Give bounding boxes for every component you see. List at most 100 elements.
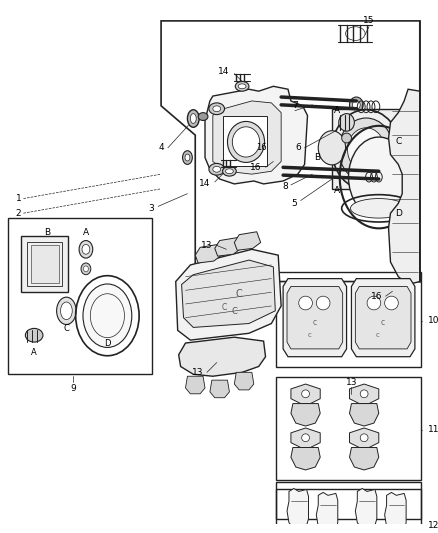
Text: A: A [31,348,37,357]
Circle shape [385,296,398,310]
Text: B: B [314,153,320,162]
Ellipse shape [332,110,400,190]
Ellipse shape [185,154,190,161]
Polygon shape [213,101,281,174]
Ellipse shape [376,172,381,179]
Bar [332,109,400,189]
Ellipse shape [339,118,393,181]
Text: c: c [381,318,385,327]
Text: 12: 12 [427,521,438,530]
Ellipse shape [373,168,385,182]
Bar [31,245,59,282]
Circle shape [299,296,312,310]
Ellipse shape [82,245,90,254]
Text: A: A [334,106,340,115]
Ellipse shape [187,110,199,127]
Bar [276,272,421,367]
Bar [8,218,152,374]
Text: C: C [64,324,69,333]
Circle shape [367,296,381,310]
Text: C: C [395,138,402,147]
Polygon shape [291,428,320,448]
Text: 11: 11 [427,425,438,434]
Bar [276,482,421,533]
Text: c: c [307,332,311,338]
Polygon shape [350,448,379,470]
Text: 15: 15 [363,17,375,26]
Ellipse shape [238,84,246,88]
Text: 1: 1 [16,194,21,203]
Text: 14: 14 [218,67,230,76]
Ellipse shape [213,106,221,112]
Bar [21,236,68,292]
Polygon shape [287,286,343,349]
Ellipse shape [25,328,43,342]
Text: 13: 13 [346,377,357,386]
Text: 5: 5 [291,199,297,208]
Polygon shape [234,373,254,390]
Polygon shape [316,492,338,532]
Ellipse shape [350,97,363,112]
Ellipse shape [349,137,409,217]
Text: 10: 10 [427,316,438,325]
Polygon shape [287,489,308,529]
Text: 3: 3 [148,204,154,213]
Text: 8: 8 [282,182,288,191]
Circle shape [302,390,310,398]
Polygon shape [291,384,320,403]
Polygon shape [182,260,276,327]
Polygon shape [195,245,222,263]
Text: A: A [83,228,89,237]
Text: C: C [236,289,243,299]
Ellipse shape [350,199,407,218]
Ellipse shape [57,297,76,325]
Text: 7: 7 [292,101,298,110]
Text: C: C [222,303,227,312]
Bar [27,241,63,286]
Polygon shape [234,232,261,251]
Text: A: A [334,186,340,195]
Ellipse shape [353,100,360,109]
Polygon shape [385,492,406,532]
Polygon shape [355,489,377,529]
Polygon shape [350,384,379,403]
Polygon shape [351,279,415,357]
Bar [276,377,421,480]
Ellipse shape [342,133,351,143]
Text: D: D [395,209,402,217]
Circle shape [302,434,310,442]
Ellipse shape [235,82,249,91]
Ellipse shape [347,128,385,172]
Polygon shape [355,286,411,349]
Polygon shape [350,428,379,448]
Text: 16: 16 [250,163,261,172]
Ellipse shape [232,127,260,157]
Text: 6: 6 [295,143,300,152]
Ellipse shape [318,131,346,165]
Ellipse shape [213,166,221,172]
Polygon shape [283,279,346,357]
Polygon shape [179,337,265,376]
Circle shape [360,390,368,398]
Bar [276,489,421,519]
Circle shape [316,296,330,310]
Ellipse shape [227,122,265,163]
Text: 16: 16 [256,143,267,152]
Text: B: B [44,228,50,237]
Circle shape [360,434,368,442]
Ellipse shape [191,114,196,123]
Polygon shape [389,89,420,285]
Text: 4: 4 [159,143,164,152]
Ellipse shape [226,169,233,174]
Text: D: D [104,338,111,348]
Text: 2: 2 [16,209,21,217]
Text: 9: 9 [71,384,76,393]
Ellipse shape [339,114,354,131]
Polygon shape [350,403,379,426]
Text: c: c [376,332,380,338]
Ellipse shape [223,166,236,176]
Polygon shape [176,249,281,340]
Ellipse shape [81,263,91,274]
Ellipse shape [83,284,132,348]
Bar [223,116,266,166]
